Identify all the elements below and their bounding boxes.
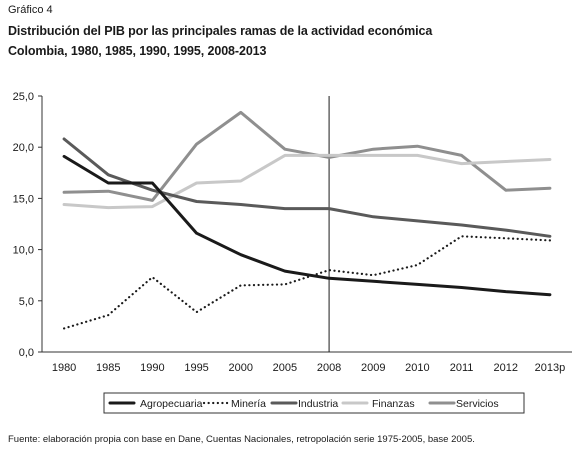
chart-title: Distribución del PIB por las principales… <box>8 24 433 38</box>
y-tick-label: 15,0 <box>13 193 34 205</box>
x-tick-label: 1990 <box>140 362 164 374</box>
x-tick-label: 2010 <box>405 362 429 374</box>
x-tick-label: 2000 <box>229 362 253 374</box>
chart-kicker: Gráfico 4 <box>8 4 53 16</box>
x-tick-label: 2012 <box>494 362 518 374</box>
x-tick-label: 2011 <box>450 362 474 374</box>
y-tick-label: 25,0 <box>13 91 34 103</box>
series-line-finanzas <box>62 153 552 210</box>
y-tick-label: 20,0 <box>13 142 34 154</box>
legend-label: Servicios <box>456 398 499 410</box>
x-tick-label: 2013p <box>535 362 566 374</box>
legend-label: Finanzas <box>372 398 415 410</box>
legend-label: Agropecuaria <box>140 398 203 410</box>
x-tick-label: 1980 <box>52 362 76 374</box>
series-line-servicios <box>62 110 552 202</box>
x-tick-label: 1985 <box>96 362 120 374</box>
y-tick-label: 0,0 <box>19 347 34 359</box>
series-line-industria <box>62 137 552 238</box>
legend-box <box>103 392 525 414</box>
x-tick-label: 2008 <box>317 362 341 374</box>
source-note: Fuente: elaboración propia con base en D… <box>8 434 475 445</box>
x-tick-label: 1995 <box>184 362 208 374</box>
series-line-agropecuaria <box>62 154 552 297</box>
y-tick-label: 10,0 <box>13 245 34 257</box>
series-line-minera <box>62 235 551 330</box>
x-tick-label: 2009 <box>361 362 385 374</box>
legend-label: Minería <box>231 398 266 410</box>
x-tick-label: 2005 <box>273 362 297 374</box>
chart-subtitle: Colombia, 1980, 1985, 1990, 1995, 2008-2… <box>8 44 267 58</box>
legend-label: Industria <box>298 398 338 410</box>
y-tick-label: 5,0 <box>19 296 34 308</box>
